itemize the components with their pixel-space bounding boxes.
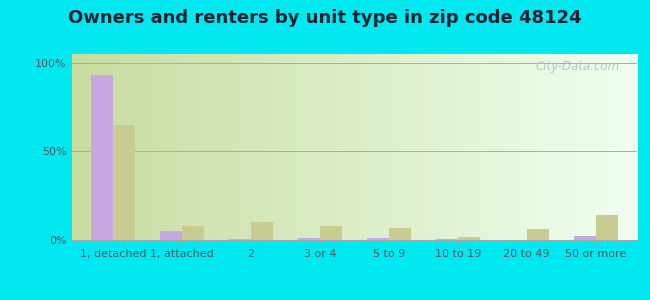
Text: City-Data.com: City-Data.com <box>536 60 620 73</box>
Bar <box>320 226 342 240</box>
Bar <box>298 238 320 240</box>
Bar <box>91 75 113 240</box>
Bar <box>251 222 273 240</box>
Bar <box>595 215 617 240</box>
Bar <box>526 230 549 240</box>
Bar <box>458 237 480 240</box>
Text: Owners and renters by unit type in zip code 48124: Owners and renters by unit type in zip c… <box>68 9 582 27</box>
Bar <box>113 125 135 240</box>
Bar <box>573 236 595 240</box>
Bar <box>389 228 411 240</box>
Bar <box>367 238 389 240</box>
Bar <box>160 231 182 240</box>
Bar <box>182 226 204 240</box>
Bar <box>436 239 458 240</box>
Bar <box>229 239 251 240</box>
